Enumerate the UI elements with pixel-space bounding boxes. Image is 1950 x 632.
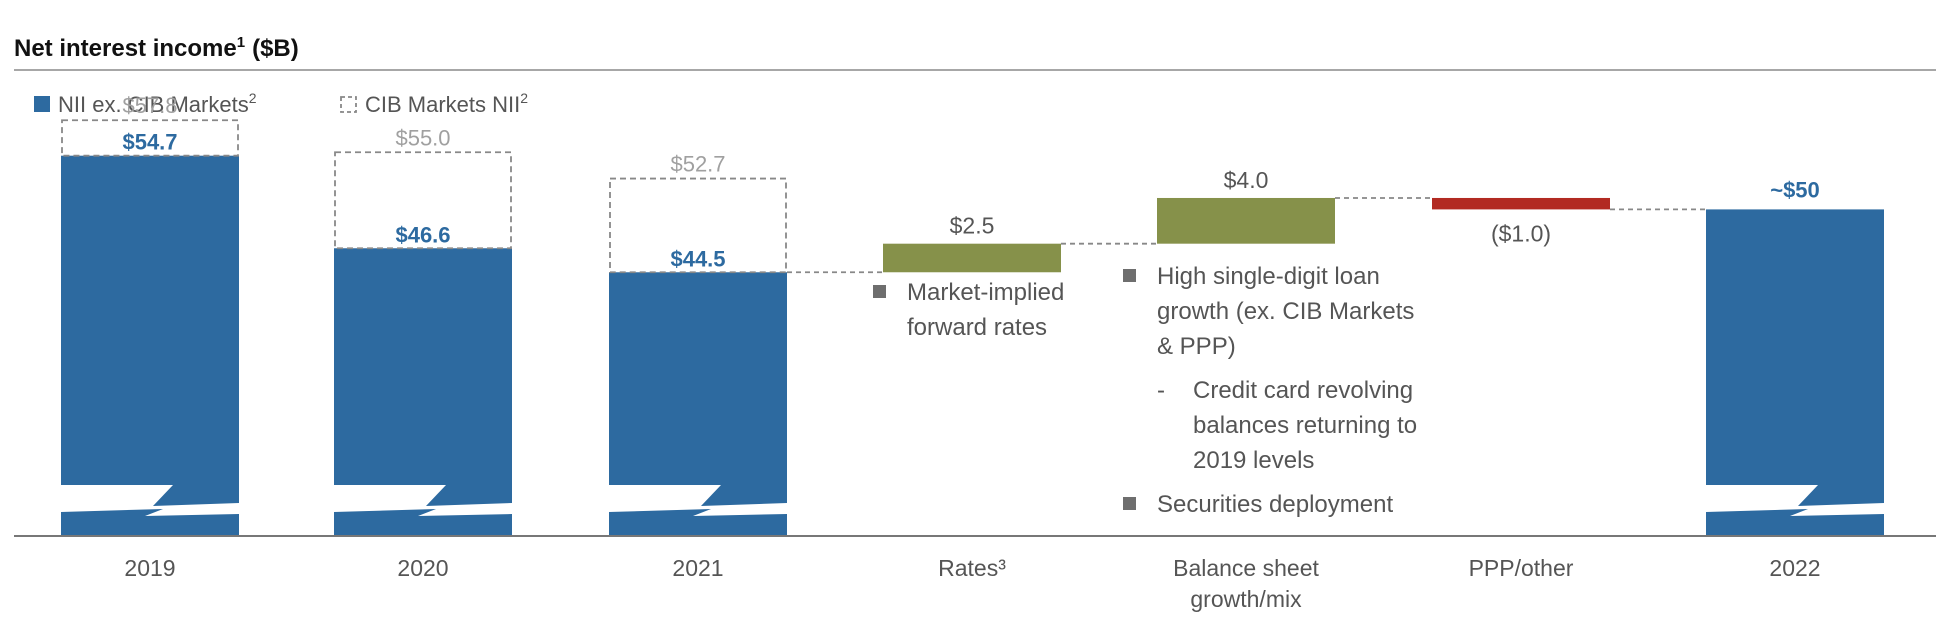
bar-label-2021: $44.5	[670, 246, 725, 271]
axis-break-mark	[1706, 485, 1884, 516]
bullet-dash: -	[1157, 377, 1165, 404]
annotation-line: 2019 levels	[1193, 447, 1314, 474]
change-bar-2	[1432, 197, 1610, 210]
annotation-line: Market-implied	[907, 279, 1064, 306]
legend-label-cib-markets: CIB Markets NII2	[365, 90, 528, 117]
x-tick-label: 2022	[1769, 555, 1820, 581]
annotation-line: growth (ex. CIB Markets	[1157, 298, 1414, 325]
x-tick-label: PPP/other	[1469, 555, 1574, 581]
bar-cib-markets-2021	[609, 177, 787, 274]
bar-label-2020: $46.6	[395, 222, 450, 247]
change-bar-1	[1157, 197, 1335, 244]
x-tick-label: 2021	[672, 555, 723, 581]
title-main: Net interest income	[14, 35, 237, 62]
annotation-line: balances returning to	[1193, 412, 1417, 439]
axis-break-mark	[334, 485, 512, 516]
x-tick-label: Balance sheet	[1173, 555, 1319, 581]
annotation-line: High single-digit loan	[1157, 263, 1380, 290]
bullet-square-icon	[873, 285, 886, 298]
bar-cib-markets-2020	[334, 151, 512, 250]
change-label-2: ($1.0)	[1491, 220, 1551, 246]
legend-swatch-nii-ex-cib	[34, 96, 50, 112]
annotation-line: forward rates	[907, 314, 1047, 341]
bar-label-2022: ~$50	[1770, 177, 1820, 202]
bar-cib-markets-2019	[61, 119, 239, 157]
annotation-line: Securities deployment	[1157, 491, 1393, 518]
bullet-square-icon	[1123, 269, 1136, 282]
total-label-2019: $57.8	[122, 93, 177, 118]
x-tick-label: 2020	[397, 555, 448, 581]
x-tick-label: growth/mix	[1190, 586, 1302, 612]
change-label-1: $4.0	[1224, 167, 1269, 193]
bar-label-2019: $54.7	[122, 130, 177, 155]
change-bar-0	[883, 243, 1061, 273]
chart-title: Net interest income1 ($B)	[14, 34, 299, 62]
annotation-line: & PPP)	[1157, 333, 1236, 360]
bullet-square-icon	[1123, 497, 1136, 510]
bar-nii-ex-cib-2019	[61, 155, 239, 536]
axis-break-mark	[609, 485, 787, 516]
axis-break-mark	[61, 485, 239, 516]
legend: NII ex. CIB Markets2 CIB Markets NII2	[34, 90, 528, 117]
x-tick-label: Rates³	[938, 555, 1006, 581]
total-label-2021: $52.7	[670, 152, 725, 177]
change-label-0: $2.5	[950, 213, 995, 239]
title-unit: ($B)	[252, 35, 299, 62]
legend-swatch-cib-markets	[340, 96, 357, 113]
x-tick-label: 2019	[124, 555, 175, 581]
bar-nii-ex-cib-2022	[1706, 209, 1884, 536]
annotation-line: Credit card revolving	[1193, 377, 1413, 404]
total-label-2020: $55.0	[395, 125, 450, 150]
title-superscript: 1	[237, 34, 245, 51]
legend-label-nii-ex-cib: NII ex. CIB Markets2	[58, 90, 257, 117]
